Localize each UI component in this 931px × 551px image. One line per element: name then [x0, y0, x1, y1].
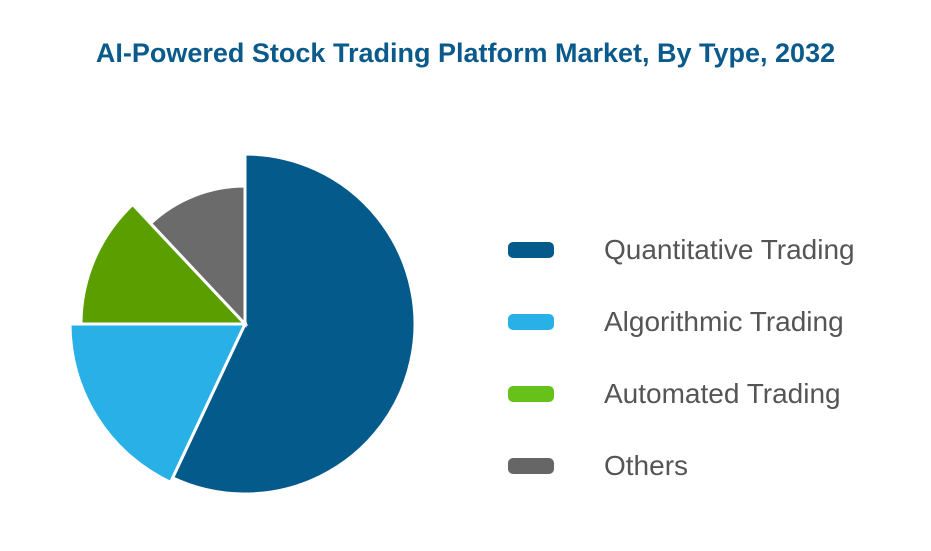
- legend-item-quantitative: Quantitative Trading: [508, 214, 855, 286]
- legend-swatch: [508, 242, 554, 258]
- legend: Quantitative Trading Algorithmic Trading…: [508, 214, 855, 502]
- legend-label: Others: [604, 450, 689, 481]
- legend-item-automated: Automated Trading: [508, 358, 855, 430]
- legend-swatch: [508, 458, 554, 474]
- slice-others: [148, 184, 247, 328]
- legend-swatch: [508, 386, 554, 402]
- chart-title: AI-Powered Stock Trading Platform Market…: [95, 38, 836, 68]
- legend-swatch: [508, 314, 554, 330]
- slice-algorithmic: [68, 322, 248, 485]
- slice-automated: [79, 202, 249, 326]
- slice-quantitative: [170, 152, 417, 496]
- legend-label: Algorithmic Trading: [604, 306, 844, 337]
- legend-label: Automated Trading: [604, 378, 841, 409]
- legend-item-algorithmic: Algorithmic Trading: [508, 286, 855, 358]
- legend-item-others: Others: [508, 430, 855, 502]
- legend-label: Quantitative Trading: [604, 234, 855, 265]
